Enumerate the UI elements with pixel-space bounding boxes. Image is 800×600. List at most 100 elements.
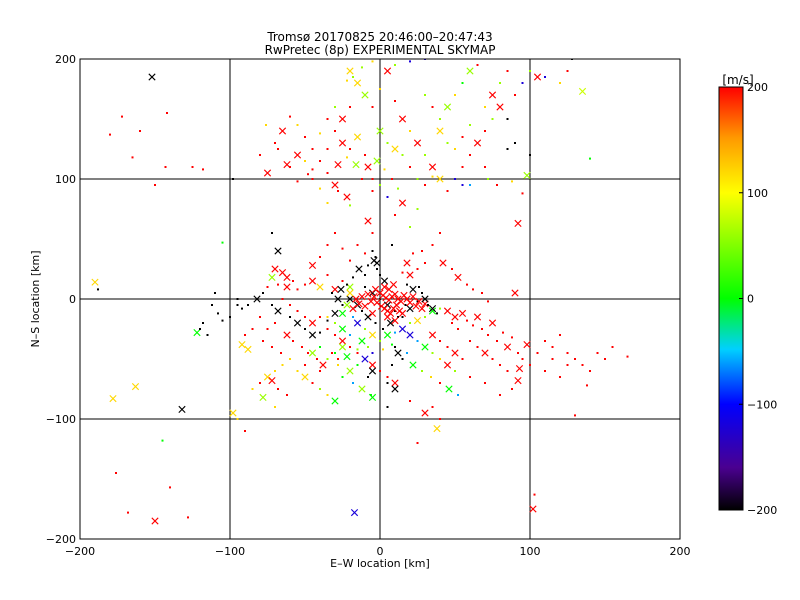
data-point-dot <box>431 244 434 246</box>
data-point-dot <box>559 82 561 84</box>
data-point-dot <box>371 250 374 252</box>
data-point-cross <box>373 299 381 307</box>
data-point-dot <box>274 406 276 408</box>
data-point-dot <box>487 334 489 336</box>
colorbar-tick-label: 100 <box>747 187 768 200</box>
data-point-dot <box>521 192 524 195</box>
data-point-dot <box>274 370 276 372</box>
data-point-dot <box>451 322 453 324</box>
data-point-dot <box>371 352 374 354</box>
data-point-cross <box>394 349 402 357</box>
data-point-dot <box>356 352 359 354</box>
data-point-dot <box>457 394 459 396</box>
x-tick-label: 0 <box>377 545 384 558</box>
data-point-cross <box>293 151 302 159</box>
data-point-cross <box>338 325 347 333</box>
data-point-dot <box>277 283 279 286</box>
data-point-cross <box>428 305 437 313</box>
data-point-dot <box>506 148 509 150</box>
data-point-cross <box>473 139 482 147</box>
data-point-dot <box>349 204 351 207</box>
data-point-dot <box>544 76 546 78</box>
data-point-dot <box>502 331 504 334</box>
data-point-dot <box>361 66 363 69</box>
chart-subtitle: RwPretec (8p) EXPERIMENTAL SKYMAP <box>265 43 496 57</box>
data-point-cross <box>443 307 452 315</box>
data-point-dot <box>274 322 276 324</box>
data-point-dot <box>427 304 429 306</box>
data-point-cross <box>338 343 347 351</box>
data-point-dot <box>214 292 216 294</box>
data-point-dot <box>319 346 321 348</box>
data-point-dot <box>281 364 284 366</box>
data-point-dot <box>544 340 546 342</box>
data-point-dot <box>311 148 314 150</box>
data-point-dot <box>202 168 204 171</box>
data-point-dot <box>346 79 348 82</box>
data-point-cross <box>109 395 117 403</box>
data-point-cross <box>283 283 291 291</box>
data-point-dot <box>418 286 420 288</box>
data-point-dot <box>262 292 264 294</box>
data-point-dot <box>446 190 449 192</box>
data-point-dot <box>115 472 117 474</box>
data-point-dot <box>386 406 389 408</box>
data-point-cross <box>421 409 429 417</box>
data-point-dot <box>349 259 351 262</box>
data-point-dot <box>397 187 399 190</box>
data-point-cross <box>343 301 351 309</box>
data-point-dot <box>206 334 209 336</box>
data-point-cross <box>338 139 347 147</box>
data-point-dot <box>361 310 363 312</box>
data-point-dot <box>371 190 374 192</box>
data-point-cross <box>283 273 291 281</box>
data-point-dot <box>304 283 306 286</box>
data-point-cross <box>308 319 317 327</box>
data-point-dot <box>361 178 363 180</box>
data-point-dot <box>484 382 486 384</box>
data-point-dot <box>491 358 494 360</box>
colorbar-ticks: 200 100 0 −100 −200 <box>739 81 777 517</box>
x-tick-label: −100 <box>215 545 245 558</box>
data-point-dot <box>454 94 456 96</box>
data-point-dot <box>596 352 599 354</box>
data-point-dot <box>436 312 438 315</box>
data-point-dot <box>382 348 384 351</box>
data-point-cross <box>259 393 267 401</box>
data-point-cross <box>403 259 411 267</box>
data-point-dot <box>394 64 396 66</box>
data-point-dot <box>424 94 426 96</box>
data-point-cross <box>338 337 347 345</box>
plot-frame <box>79 58 681 540</box>
data-point-cross <box>283 161 291 169</box>
y-axis-label: N–S location [km] <box>29 250 42 347</box>
data-point-dot <box>326 118 329 120</box>
data-point-cross <box>473 313 482 321</box>
data-point-cross <box>413 317 422 325</box>
data-point-dot <box>304 364 306 366</box>
data-point-dot <box>374 322 377 324</box>
data-point-dot <box>187 516 189 519</box>
data-point-dot <box>319 256 321 258</box>
data-point-cross <box>503 343 512 351</box>
data-point-dot <box>371 60 374 63</box>
y-tick-label: 0 <box>69 293 76 306</box>
data-point-cross <box>308 331 317 339</box>
data-point-dot <box>131 156 134 159</box>
data-point-cross <box>151 517 159 525</box>
data-point-cross <box>337 285 345 293</box>
data-point-dot <box>349 148 351 150</box>
data-point-cross <box>353 319 362 327</box>
data-point-dot <box>326 358 329 360</box>
data-point-cross <box>371 285 380 293</box>
data-point-cross <box>271 265 279 273</box>
data-point-dot <box>326 202 329 204</box>
data-point-cross <box>418 305 426 313</box>
data-point-dot <box>367 376 369 378</box>
data-point-dot <box>481 292 483 294</box>
data-point-dot <box>319 388 321 390</box>
data-point-dot <box>536 352 539 354</box>
data-point-dot <box>241 307 243 310</box>
data-point-dot <box>416 178 419 180</box>
data-point-dot <box>439 382 441 384</box>
